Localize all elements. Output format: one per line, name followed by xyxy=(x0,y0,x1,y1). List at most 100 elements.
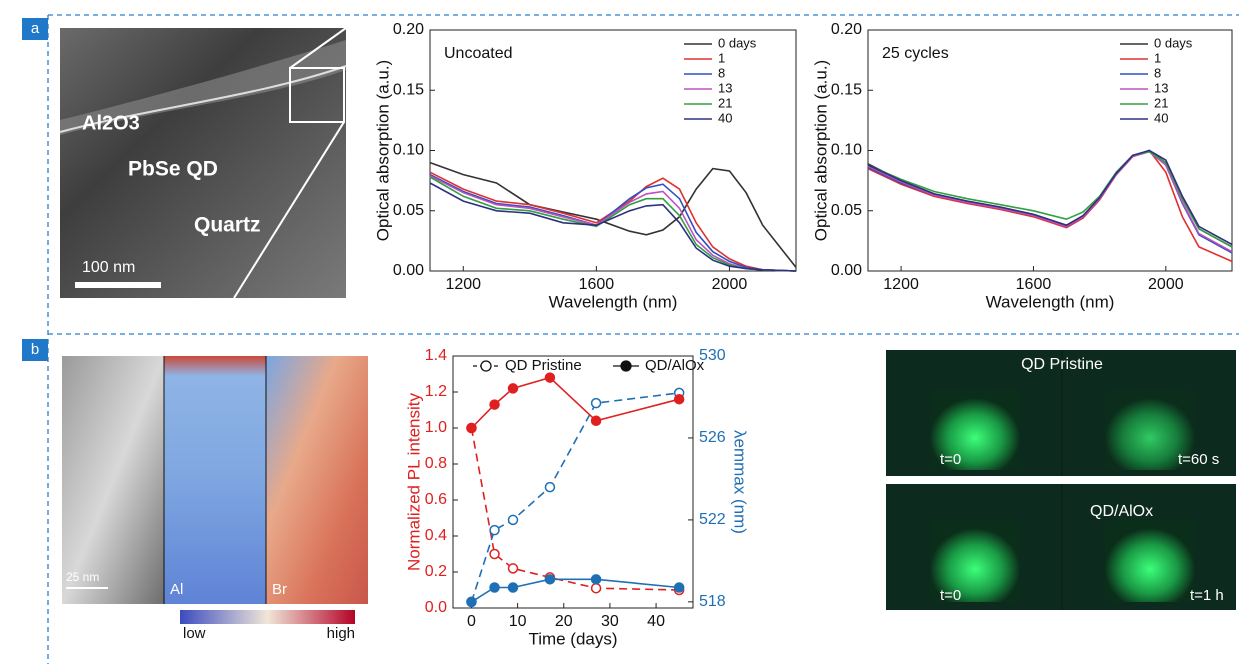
y-tick-label: 0.10 xyxy=(831,142,862,159)
legend-label: QD Pristine xyxy=(505,357,582,374)
photo-time: t=0 xyxy=(940,587,961,604)
data-point xyxy=(507,582,519,593)
legend-label: 8 xyxy=(1154,65,1161,80)
data-point xyxy=(507,563,519,574)
edx-maps xyxy=(62,356,368,624)
series-line xyxy=(429,175,797,272)
y-tick-label: 0.2 xyxy=(425,563,447,580)
colorbar-label: high xyxy=(327,625,355,642)
x-tick-label: 2000 xyxy=(712,276,748,293)
data-point xyxy=(466,596,477,608)
legend-label: 13 xyxy=(1154,80,1168,95)
y-tick-label: 0.8 xyxy=(425,455,447,472)
legend-label: 40 xyxy=(1154,110,1168,125)
legend-label: 40 xyxy=(718,110,732,125)
y-axis-label: Normalized PL intensity xyxy=(404,393,423,571)
legend-marker xyxy=(480,360,492,372)
data-point xyxy=(507,383,519,394)
series-line xyxy=(470,376,680,429)
y2-tick-label: 530 xyxy=(699,347,726,364)
data-point xyxy=(544,574,556,585)
photo-title: QD/AlOx xyxy=(1090,503,1153,520)
photo-time: t=0 xyxy=(940,451,961,468)
y-tick-label: 0.15 xyxy=(393,81,424,98)
series-line xyxy=(429,171,797,272)
plot-frame xyxy=(429,29,797,272)
legend-label: 0 days xyxy=(718,35,757,50)
series-line xyxy=(470,392,680,603)
x-axis-label: Wavelength (nm) xyxy=(986,292,1115,311)
legend-label: 13 xyxy=(718,80,732,95)
series-line xyxy=(867,150,1233,248)
legend-marker xyxy=(620,360,632,372)
panel-label-box xyxy=(22,339,48,361)
y-tick-label: 0.0 xyxy=(425,599,447,616)
scale-bar-label: 25 nm xyxy=(66,570,99,584)
y-tick-label: 1.2 xyxy=(425,383,447,400)
annotation: 25 cycles xyxy=(882,45,949,62)
map-label: Al xyxy=(170,581,183,598)
panel-label-box xyxy=(22,18,48,40)
data-point xyxy=(673,582,685,593)
y-tick-label: 0.00 xyxy=(393,262,424,279)
x-tick-label: 0 xyxy=(467,613,476,630)
scale-bar-label: 100 nm xyxy=(82,259,135,276)
layer-label: PbSe QD xyxy=(128,158,218,181)
x-tick-label: 30 xyxy=(601,613,619,630)
y-tick-label: 0.05 xyxy=(831,202,862,219)
data-point xyxy=(590,397,602,409)
tem-image xyxy=(59,27,347,299)
y2-tick-label: 518 xyxy=(699,593,726,610)
legend-label: 21 xyxy=(1154,95,1168,110)
data-point xyxy=(489,524,500,536)
photo-title: QD Pristine xyxy=(1021,356,1103,373)
y-tick-label: 0.6 xyxy=(425,491,447,508)
layer-label: Al2O3 xyxy=(82,112,140,134)
legend-label: QD/AlOx xyxy=(645,357,705,374)
legend-label: 8 xyxy=(718,65,725,80)
x-tick-label: 20 xyxy=(555,613,573,630)
data-point xyxy=(489,582,500,593)
y-tick-label: 0.20 xyxy=(831,21,862,38)
x-tick-label: 2000 xyxy=(1148,276,1184,293)
data-point xyxy=(466,422,477,434)
photo-time: t=1 h xyxy=(1190,587,1224,604)
y-tick-label: 0.15 xyxy=(831,81,862,98)
legend-label: 1 xyxy=(718,50,725,65)
legend-label: 1 xyxy=(1154,50,1161,65)
x-tick-label: 1600 xyxy=(579,276,615,293)
y-tick-label: 0.4 xyxy=(425,527,447,544)
x-tick-label: 1600 xyxy=(1016,276,1052,293)
panel-label: b xyxy=(31,341,39,358)
data-point xyxy=(544,372,556,383)
data-point xyxy=(590,415,602,427)
colorbar-label: low xyxy=(183,625,206,642)
y-tick-label: 1.4 xyxy=(425,347,447,364)
series-line xyxy=(867,149,1233,263)
series-line xyxy=(429,161,797,268)
annotation: Uncoated xyxy=(444,45,513,62)
plot-frame xyxy=(452,355,694,609)
series-line xyxy=(429,173,797,272)
layer-label: Quartz xyxy=(194,214,261,237)
x-axis-label: Time (days) xyxy=(528,629,617,648)
y-axis-label: Optical absorption (a.u.) xyxy=(373,60,392,241)
y-tick-label: 0.20 xyxy=(393,21,424,38)
data-point xyxy=(673,393,685,405)
data-point xyxy=(544,481,556,493)
series-line xyxy=(867,150,1233,253)
x-tick-label: 1200 xyxy=(445,276,481,293)
data-point xyxy=(590,574,602,585)
map-label: Br xyxy=(272,581,287,598)
x-tick-label: 10 xyxy=(509,613,527,630)
y2-tick-label: 526 xyxy=(699,429,726,446)
series-line xyxy=(470,427,680,591)
series-line xyxy=(867,149,1233,246)
series-line xyxy=(429,176,797,272)
data-point xyxy=(590,582,602,594)
panel-label: a xyxy=(31,20,40,37)
y-tick-label: 0.10 xyxy=(393,142,424,159)
y2-tick-label: 522 xyxy=(699,511,726,528)
x-tick-label: 40 xyxy=(647,613,665,630)
